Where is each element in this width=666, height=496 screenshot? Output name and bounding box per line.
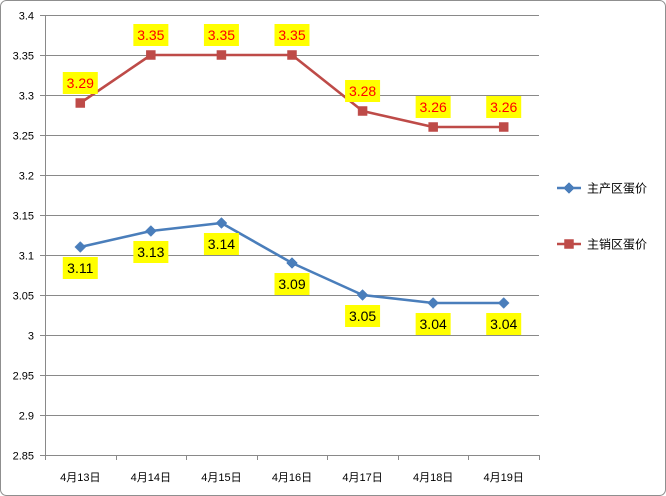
data-label-background bbox=[486, 313, 522, 335]
y-tick-label: 3.35 bbox=[13, 50, 34, 62]
data-label-text: 3.35 bbox=[278, 27, 305, 43]
x-axis-tick-labels: 4月13日 4月14日 4月15日 4月16日 4月17日 4月18日 4月19日 bbox=[60, 472, 524, 484]
data-label: 3.35 bbox=[274, 24, 310, 46]
data-label-background bbox=[345, 80, 381, 102]
x-tick-label: 4月13日 bbox=[60, 472, 100, 484]
data-label-background bbox=[133, 24, 169, 46]
x-tick-label: 4月15日 bbox=[201, 472, 241, 484]
data-point-marker bbox=[146, 50, 156, 60]
data-point-marker bbox=[215, 217, 228, 229]
data-label-background bbox=[345, 305, 381, 327]
data-point-marker bbox=[498, 122, 509, 132]
y-tick-label: 3.15 bbox=[13, 210, 34, 222]
data-label-text: 3.11 bbox=[67, 260, 93, 276]
y-tick-label: 3.2 bbox=[19, 170, 34, 182]
x-tick-label: 4月16日 bbox=[272, 472, 312, 484]
data-label-background bbox=[415, 313, 451, 335]
data-label-text: 3.04 bbox=[420, 316, 447, 332]
data-label-text: 3.13 bbox=[137, 244, 164, 260]
y-tick-label: 2.85 bbox=[13, 450, 34, 462]
data-label: 3.35 bbox=[133, 24, 169, 46]
data-label-background bbox=[203, 233, 239, 255]
data-point-marker bbox=[356, 289, 369, 301]
legend-item: 主产区蛋价 bbox=[557, 181, 647, 195]
y-axis-tick-labels: 2.85 2.9 2.95 3 3.05 3.1 3.15 3.2 3.25 3.3 3.35 3.4 bbox=[13, 10, 34, 462]
data-label-background bbox=[415, 96, 451, 118]
series-0: 3.11 3.13 3.14 3.09 3.05 3.04 3.04 bbox=[62, 217, 522, 335]
y-tick-label: 3.25 bbox=[13, 130, 34, 142]
data-label-background bbox=[133, 241, 169, 263]
x-tick-label: 4月18日 bbox=[413, 472, 453, 484]
y-tick-label: 3.3 bbox=[19, 90, 34, 102]
legend-item: 主销区蛋价 bbox=[557, 237, 647, 251]
data-label-text: 3.29 bbox=[67, 75, 94, 91]
series-layer: 3.11 3.13 3.14 3.09 3.05 3.04 3.04 3.29 3.35 3.35… bbox=[62, 24, 522, 335]
y-tick-label: 2.95 bbox=[13, 370, 34, 382]
data-label-text: 3.26 bbox=[490, 99, 517, 115]
data-point-marker bbox=[287, 50, 297, 60]
y-tick-label: 3.05 bbox=[13, 290, 34, 302]
data-label: 3.35 bbox=[203, 24, 239, 46]
data-label: 3.26 bbox=[486, 96, 522, 118]
data-label: 3.13 bbox=[133, 241, 169, 263]
data-point-marker bbox=[216, 50, 227, 60]
y-tick-label: 3 bbox=[28, 330, 34, 342]
data-label-background bbox=[274, 24, 310, 46]
legend-label: 主销区蛋价 bbox=[587, 237, 647, 251]
x-tick-label: 4月14日 bbox=[131, 472, 171, 484]
legend-marker bbox=[563, 182, 575, 194]
data-label-text: 3.09 bbox=[278, 276, 305, 292]
axes bbox=[40, 15, 540, 460]
y-tick-label: 3.1 bbox=[19, 250, 34, 262]
data-label: 3.14 bbox=[203, 233, 239, 255]
data-label: 3.29 bbox=[62, 72, 98, 94]
data-label-text: 3.05 bbox=[349, 308, 376, 324]
data-label-text: 3.26 bbox=[420, 99, 447, 115]
data-label: 3.04 bbox=[415, 313, 451, 335]
data-label-background bbox=[486, 96, 522, 118]
data-label: 3.11 bbox=[62, 257, 98, 279]
data-label: 3.26 bbox=[415, 96, 451, 118]
data-point-marker bbox=[497, 297, 510, 309]
x-tick-label: 4月19日 bbox=[484, 472, 524, 484]
data-point-marker bbox=[357, 106, 368, 116]
data-label-text: 3.04 bbox=[490, 316, 517, 332]
y-tick-label: 3.4 bbox=[19, 10, 34, 22]
data-label: 3.09 bbox=[274, 273, 310, 295]
data-point-marker bbox=[75, 98, 86, 108]
data-label: 3.05 bbox=[345, 305, 381, 327]
data-label-background bbox=[274, 273, 310, 295]
data-label-text: 3.28 bbox=[349, 83, 376, 99]
series-1: 3.29 3.35 3.35 3.35 3.28 3.26 3.26 bbox=[62, 24, 522, 132]
data-label-background bbox=[203, 24, 239, 46]
x-tick-label: 4月17日 bbox=[342, 472, 382, 484]
data-label-text: 3.35 bbox=[137, 27, 164, 43]
data-label-background bbox=[62, 257, 98, 279]
data-point-marker bbox=[145, 225, 157, 237]
data-point-marker bbox=[428, 122, 438, 132]
data-point-marker bbox=[74, 241, 87, 253]
data-point-marker bbox=[427, 297, 439, 309]
data-label: 3.04 bbox=[486, 313, 522, 335]
y-tick-label: 2.9 bbox=[19, 410, 34, 422]
data-point-marker bbox=[286, 257, 298, 269]
legend-label: 主产区蛋价 bbox=[587, 181, 647, 195]
data-label-text: 3.14 bbox=[208, 236, 235, 252]
data-label-text: 3.35 bbox=[208, 27, 235, 43]
legend-marker bbox=[564, 239, 574, 249]
data-label: 3.28 bbox=[345, 80, 381, 102]
data-label-background bbox=[62, 72, 98, 94]
